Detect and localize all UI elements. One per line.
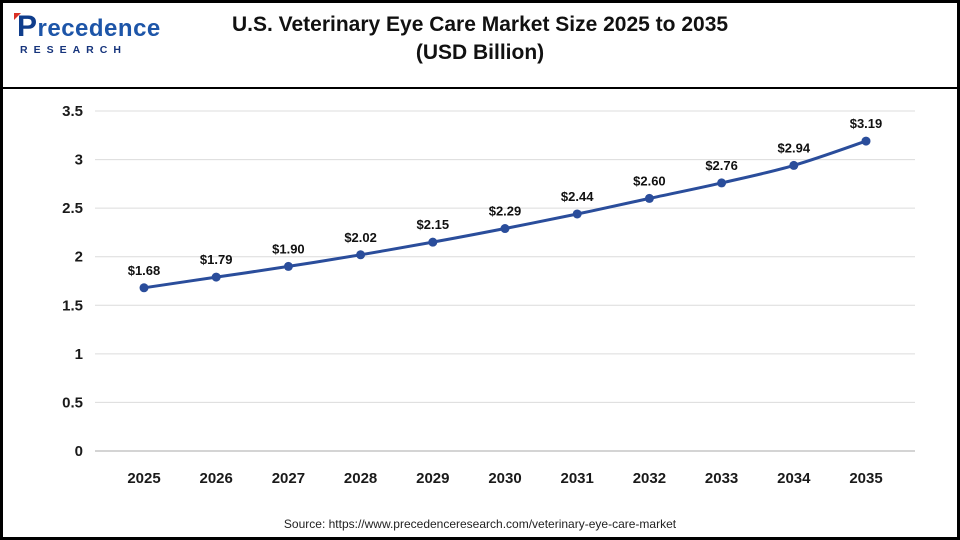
data-point <box>500 224 510 234</box>
plot-area: 0 0.5 1 1.5 2 2.5 3 3.5 2025 2026 2027 2028 2029 2030… <box>3 89 957 507</box>
y-tick-label: 0.5 <box>62 394 83 411</box>
data-point <box>283 261 293 271</box>
data-point <box>572 209 582 219</box>
source-text: Source: https://www.precedenceresearch.c… <box>283 517 677 531</box>
x-tick-label: 2028 <box>344 470 377 487</box>
y-tick-label: 1 <box>75 346 83 363</box>
chart-title-line2: (USD Billion) <box>415 41 545 64</box>
data-point-label: $3.19 <box>850 116 883 131</box>
data-point-label: $2.29 <box>489 204 522 219</box>
y-tick-label: 3 <box>75 152 83 169</box>
data-point-label: $2.94 <box>778 140 811 155</box>
y-tick-label: 2 <box>75 249 83 266</box>
x-tick-label: 2026 <box>200 470 233 487</box>
data-point <box>211 272 221 282</box>
data-point <box>356 250 366 260</box>
data-point-label: $1.90 <box>272 241 305 256</box>
x-tick-label: 2032 <box>633 470 666 487</box>
line-chart: 0 0.5 1 1.5 2 2.5 3 3.5 2025 2026 2027 2028 2029 2030… <box>62 103 915 487</box>
data-point-label: $2.60 <box>633 173 666 188</box>
x-tick-label: 2025 <box>127 470 160 487</box>
data-point-label: $2.02 <box>344 230 377 245</box>
data-point-label: $2.15 <box>417 217 450 232</box>
logo-tagline: RESEARCH <box>20 43 127 56</box>
data-point-label: $2.76 <box>705 158 738 173</box>
data-point-label: $1.68 <box>128 263 161 278</box>
y-tick-label: 1.5 <box>62 297 83 314</box>
data-point-label: $1.79 <box>200 252 233 267</box>
logo-accent-icon <box>14 13 21 20</box>
logo-wordmark: Precedence <box>17 10 161 43</box>
x-tick-label: 2030 <box>488 470 521 487</box>
y-tick-label: 0 <box>75 443 83 460</box>
y-tick-label: 2.5 <box>62 200 83 217</box>
logo: Precedence RESEARCH <box>14 10 187 56</box>
x-tick-label: 2027 <box>272 470 305 487</box>
chart-title-line1: U.S. Veterinary Eye Care Market Size 202… <box>231 13 729 36</box>
data-point <box>861 136 871 146</box>
data-point <box>717 178 727 188</box>
chart-header: Precedence RESEARCH U.S. Veterinary Eye … <box>3 3 957 89</box>
x-tick-label: 2029 <box>416 470 449 487</box>
x-tick-label: 2031 <box>561 470 594 487</box>
x-tick-label: 2033 <box>705 470 738 487</box>
data-point-label: $2.44 <box>561 189 594 204</box>
x-tick-label: 2034 <box>777 470 811 487</box>
data-point <box>789 160 799 170</box>
data-point <box>139 283 149 293</box>
data-point <box>644 193 654 203</box>
data-point <box>428 237 438 247</box>
chart-title: U.S. Veterinary Eye Care Market Size 202… <box>3 13 957 65</box>
x-tick-label: 2035 <box>849 470 882 487</box>
y-tick-label: 3.5 <box>62 103 83 120</box>
